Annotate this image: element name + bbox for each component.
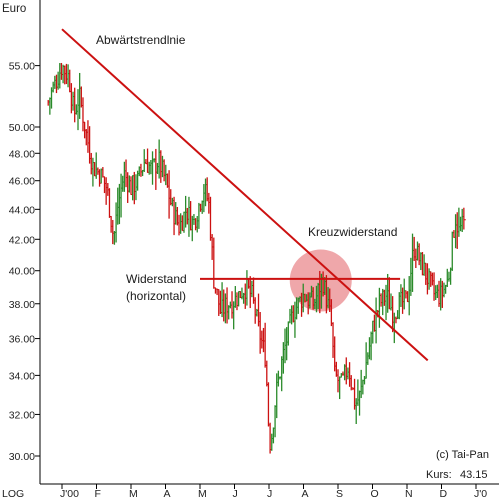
y-tick-label: 32.00 [9,409,35,421]
y-axis-ticks: 30.00 32.00 34.00 36.00 38.00 40.00 42.00 44.00… [9,61,40,463]
x-tick-label: A [302,488,309,500]
x-tick-label: N [405,488,413,500]
trendline-annotation: Abwärtstrendlnie [96,33,186,47]
x-tick-label: D [440,488,448,500]
x-tick-label: A [164,488,171,500]
x-tick-label: F [95,488,101,500]
y-tick-label: 30.00 [9,451,35,463]
y-tick-label: 34.00 [9,370,35,382]
log-scale-label: LOG [2,488,24,500]
y-tick-label: 48.00 [9,148,35,160]
price-label: Kurs: [426,469,452,481]
x-tick-label: J'0 [474,488,487,500]
y-tick-label: 55.00 [9,61,35,73]
x-tick-label: O [371,488,379,500]
y-tick-label: 38.00 [9,299,35,311]
downtrend-line [61,28,429,362]
y-unit-label: Euro [2,3,26,15]
resistance-annotation: Widerstand (horizontal) [126,272,190,303]
x-tick-label: J'00 [60,488,79,500]
cross-resistance-annotation: Kreuzwiderstand [308,225,397,239]
price-value: 43.15 [460,469,488,481]
y-tick-label: 40.00 [9,266,35,278]
cross-resistance-circle [289,249,352,312]
x-axis-ticks: J'00 F M A M J J A S O N D J'0 [60,484,487,500]
y-tick-label: 44.00 [9,204,35,216]
y-tick-label: 36.00 [9,334,35,346]
y-tick-label: 46.00 [9,176,35,188]
x-tick-label: J [233,488,238,500]
x-tick-label: S [336,488,343,500]
x-tick-label: M [129,488,138,500]
resistance-annotation-line1: Widerstand [126,272,187,286]
x-tick-label: J [267,488,272,500]
y-tick-label: 42.00 [9,234,35,246]
x-tick-label: M [198,488,207,500]
credit-text: (c) Tai-Pan [436,449,489,461]
price-bars [47,62,466,454]
resistance-annotation-line2: (horizontal) [126,289,186,303]
y-tick-label: 50.00 [9,122,35,134]
